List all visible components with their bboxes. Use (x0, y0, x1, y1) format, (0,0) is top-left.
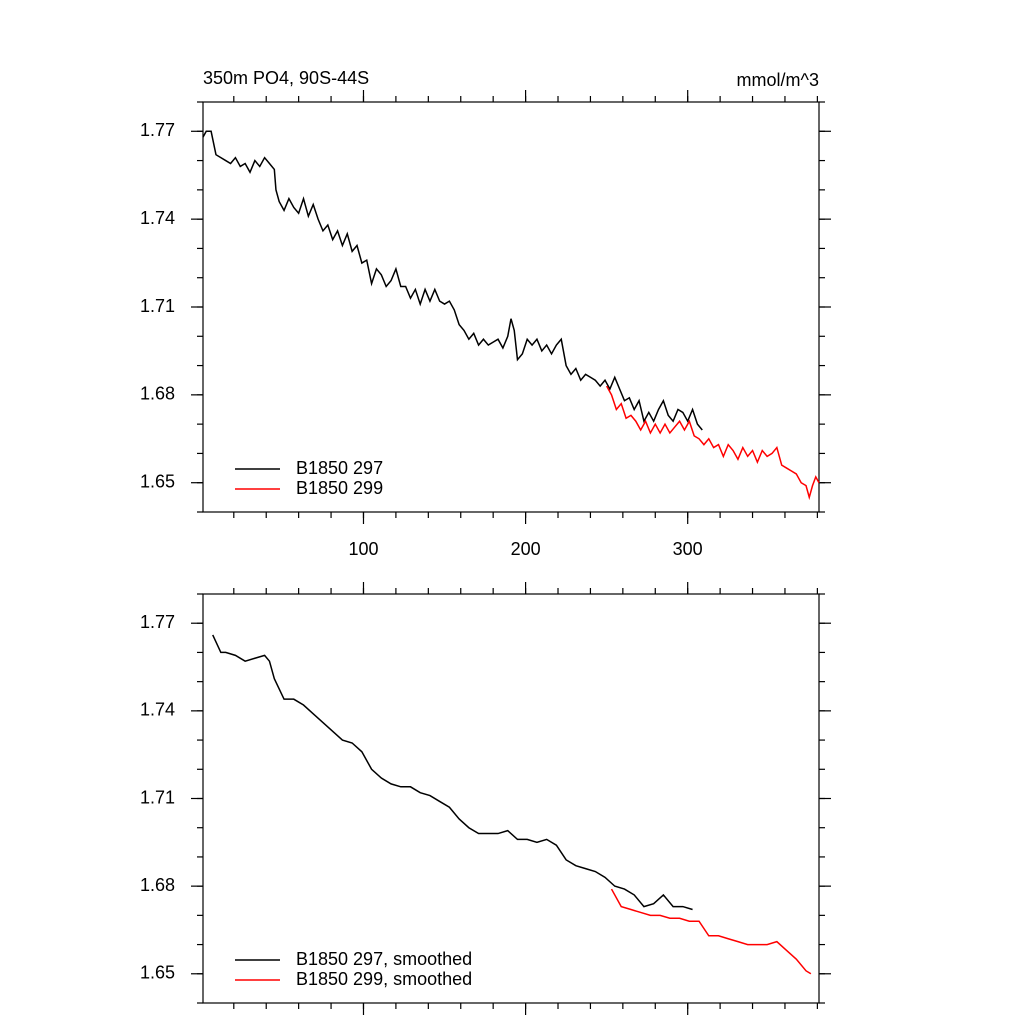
x-tick-label: 200 (511, 539, 541, 559)
y-tick-label: 1.77 (140, 612, 175, 632)
units-label: mmol/m^3 (737, 70, 819, 90)
legend-label: B1850 297 (296, 458, 383, 478)
data-line (610, 888, 812, 975)
y-tick-label: 1.65 (140, 471, 175, 491)
x-tick-label: 300 (673, 539, 703, 559)
data-line (605, 385, 820, 501)
y-tick-label: 1.68 (140, 384, 175, 404)
y-tick-label: 1.65 (140, 963, 175, 983)
y-tick-label: 1.74 (140, 208, 175, 228)
x-tick-label: 100 (348, 539, 378, 559)
y-tick-label: 1.71 (140, 296, 175, 316)
plot-frame (202, 593, 820, 1004)
y-tick-label: 1.68 (140, 875, 175, 895)
y-tick-label: 1.71 (140, 787, 175, 807)
legend-label: B1850 299, smoothed (296, 969, 472, 989)
data-line (212, 634, 693, 911)
y-tick-label: 1.74 (140, 700, 175, 720)
data-line (202, 130, 703, 431)
y-tick-label: 1.77 (140, 120, 175, 140)
chart-title: 350m PO4, 90S-44S (203, 68, 369, 88)
legend-label: B1850 299 (296, 478, 383, 498)
legend-label: B1850 297, smoothed (296, 949, 472, 969)
